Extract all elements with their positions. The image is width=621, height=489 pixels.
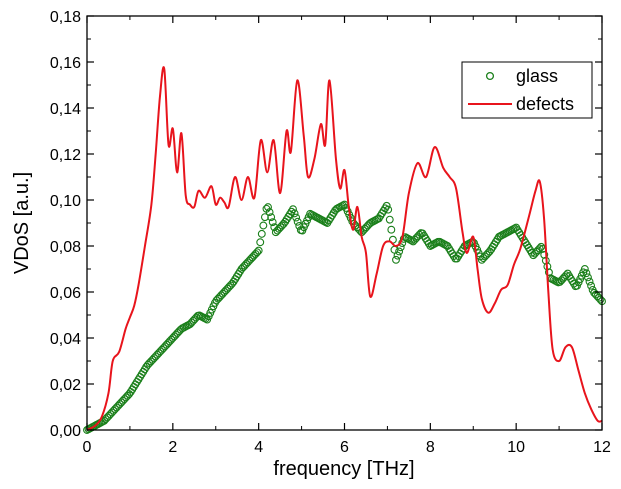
glass-point: [385, 215, 394, 224]
glass-point: [382, 201, 391, 210]
y-tick-label: 0,02: [50, 377, 81, 394]
x-tick-label: 6: [340, 439, 349, 456]
glass-point: [264, 203, 272, 212]
glass-point: [537, 242, 546, 251]
glass-point: [253, 248, 262, 257]
glass-point: [290, 209, 299, 218]
glass-point: [384, 205, 393, 214]
glass-point: [268, 218, 277, 227]
legend-box: [461, 61, 593, 119]
x-tick-label: 0: [83, 439, 92, 456]
y-tick-label: 0,10: [50, 193, 81, 210]
glass-point: [254, 246, 263, 255]
legend-defects-label: defects: [516, 94, 574, 114]
glass-series: [83, 200, 606, 434]
glass-point: [540, 250, 549, 259]
glass-point: [583, 273, 592, 282]
glass-point: [260, 213, 269, 222]
y-tick-label: 0,18: [50, 9, 81, 26]
legend: glass defects: [461, 61, 593, 119]
glass-point: [587, 281, 596, 290]
glass-point: [265, 208, 274, 217]
defects-line: [86, 66, 603, 431]
y-tick-label: 0,04: [50, 331, 81, 348]
glass-point: [582, 269, 591, 278]
glass-point: [293, 217, 302, 226]
axes: 0 2 4 6 8 10 12 0,00 0,02 0,04 0,06 0,08 0,10 0,12 0,1…: [50, 9, 611, 456]
defects-series: [86, 66, 603, 431]
y-tick-label: 0,12: [50, 147, 81, 164]
glass-point: [395, 247, 404, 256]
glass-point: [596, 295, 605, 304]
x-tick-label: 10: [507, 439, 525, 456]
x-tick-label: 8: [426, 439, 435, 456]
y-tick-label: 0,00: [50, 423, 81, 440]
glass-point: [292, 213, 301, 222]
x-axis-title: frequency [THz]: [273, 458, 414, 480]
y-tick-label: 0,06: [50, 285, 81, 302]
glass-point: [289, 205, 297, 214]
legend-glass-marker: [485, 71, 495, 81]
y-tick-label: 0,16: [50, 55, 81, 72]
glass-point: [392, 255, 400, 264]
x-tick-label: 12: [593, 439, 611, 456]
glass-point: [387, 225, 396, 234]
glass-point: [259, 221, 268, 230]
glass-point: [580, 265, 589, 273]
glass-point: [257, 229, 266, 238]
x-tick-label: 2: [168, 439, 177, 456]
glass-point: [256, 238, 265, 247]
y-tick-label: 0,08: [50, 239, 81, 256]
y-tick-label: 0,14: [50, 101, 81, 118]
glass-point: [267, 213, 276, 222]
y-axis-title: VDoS [a.u.]: [11, 172, 33, 274]
glass-point: [393, 251, 402, 260]
glass-point: [535, 244, 544, 253]
legend-glass-label: glass: [516, 66, 558, 86]
x-tick-label: 4: [254, 439, 263, 456]
glass-point: [585, 277, 594, 286]
glass-point: [544, 268, 553, 277]
